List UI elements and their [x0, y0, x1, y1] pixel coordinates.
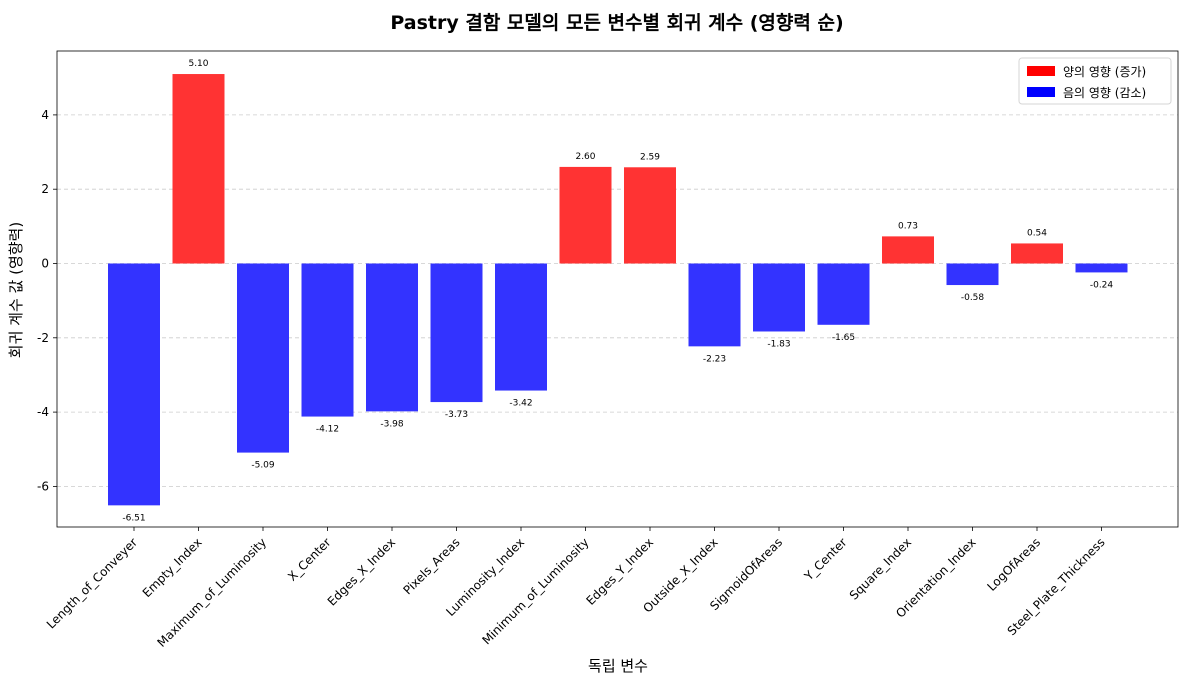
x-tick-label: Maximum_of_Luminosity	[154, 535, 269, 650]
x-tick-label: Empty_Index	[140, 535, 205, 600]
y-tick-label: 0	[41, 257, 49, 271]
bar-outside-x-index	[688, 263, 741, 347]
x-tick-label: Pixels_Areas	[400, 535, 462, 597]
data-label: 2.60	[575, 152, 595, 162]
x-tick-label: Y_Center	[801, 535, 850, 584]
bar-length-of-conveyer	[108, 263, 160, 506]
data-label: 0.73	[898, 221, 918, 231]
bar-edges-x-index	[366, 263, 418, 412]
y-tick-label: -2	[37, 331, 49, 345]
legend-swatch	[1027, 87, 1055, 97]
x-tick-label: Square_Index	[847, 535, 914, 602]
bar-empty-index	[172, 74, 225, 264]
bar-sigmoidofareas	[753, 263, 805, 332]
x-tick-label: Length_of_Conveyer	[44, 535, 140, 631]
bar-logofareas	[1011, 243, 1063, 264]
y-tick-label: 2	[41, 182, 49, 196]
y-tick-label: 4	[41, 108, 49, 122]
bar-maximum-of-luminosity	[237, 263, 289, 453]
chart-title: Pastry 결함 모델의 모든 변수별 회귀 계수 (영향력 순)	[390, 12, 843, 34]
x-tick-label: Edges_Y_Index	[583, 535, 656, 608]
y-tick-label: -4	[37, 405, 49, 419]
data-label: -3.73	[445, 410, 468, 420]
x-tick-label: X_Center	[285, 535, 334, 584]
bar-luminosity-index	[495, 263, 547, 391]
data-labels: -6.51 5.10 -5.09 -4.12 -3.98 -3.73 -3.42 2.60 2.…	[122, 59, 1113, 523]
data-label: -1.83	[767, 339, 790, 349]
data-label: -6.51	[122, 513, 145, 523]
data-label: 5.10	[188, 59, 208, 69]
x-axis-label: 독립 변수	[588, 657, 648, 675]
bar-square-index	[882, 236, 934, 264]
legend-label: 음의 영향 (감소)	[1063, 86, 1146, 100]
data-label: 0.54	[1027, 228, 1047, 238]
bar-y-center	[817, 263, 870, 325]
legend-box	[1018, 57, 1172, 105]
data-label: -1.65	[832, 333, 855, 343]
x-axis-ticks: Length_of_Conveyer Empty_IndexMaximum_of_…	[44, 527, 1108, 650]
x-tick-label: LogOfAreas	[984, 535, 1043, 594]
x-tick-label: Edges_X_Index	[325, 535, 398, 608]
legend-swatch	[1027, 66, 1055, 76]
data-label: -5.09	[251, 461, 275, 471]
bar-edges-y-index	[624, 167, 676, 264]
bar-orientation-index	[946, 263, 999, 286]
data-label: -0.24	[1090, 280, 1114, 290]
data-label: -2.23	[703, 354, 726, 364]
bar-pixels-areas	[430, 263, 483, 403]
data-label: -3.42	[509, 399, 532, 409]
data-label: -4.12	[316, 425, 339, 435]
legend-label: 양의 영향 (증가)	[1063, 65, 1146, 79]
data-label: -0.58	[961, 293, 985, 303]
legend: 양의 영향 (증가) 음의 영향 (감소)	[1018, 57, 1172, 105]
plot-area-frame	[56, 50, 1179, 528]
bar-minimum-of-luminosity	[559, 166, 612, 264]
data-label: 2.59	[640, 152, 660, 162]
gridlines	[57, 114, 1178, 487]
bar-steel-plate-thickness	[1075, 263, 1128, 273]
y-axis-ticks: -6 -4 -2 0 2 4	[37, 108, 57, 493]
bars	[108, 74, 1128, 506]
y-axis-label: 회귀 계수 값 (영향력)	[7, 222, 25, 358]
x-tick-label: SigmoidOfAreas	[707, 535, 785, 613]
x-tick-label: Minimum_of_Luminosity	[479, 535, 591, 647]
data-label: -3.98	[380, 419, 404, 429]
y-tick-label: -6	[37, 479, 49, 493]
bar-x-center	[301, 263, 354, 417]
